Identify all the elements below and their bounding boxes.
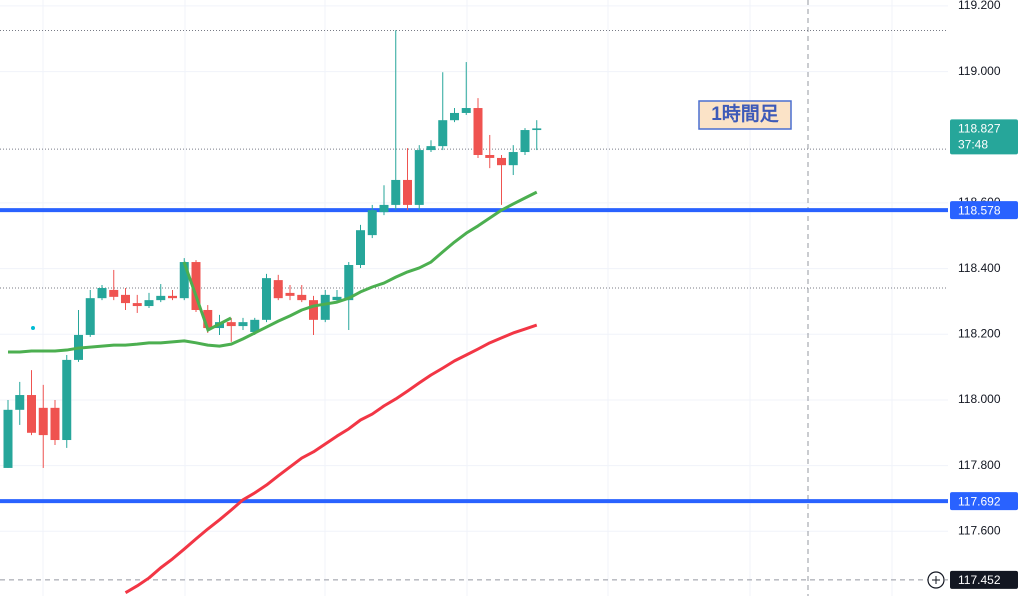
candle-body — [497, 157, 506, 166]
crosshair-price-label-box — [950, 570, 1018, 589]
candle-body — [238, 322, 248, 327]
candle-body — [391, 179, 401, 205]
candles — [3, 30, 542, 468]
candle-body — [250, 319, 260, 332]
candle-body — [332, 296, 342, 301]
y-tick-label: 118.000 — [958, 392, 1001, 406]
candle-body — [367, 210, 377, 236]
candle-body — [97, 287, 107, 299]
candle-body — [414, 150, 424, 205]
candle-body — [132, 303, 142, 307]
candle-body — [226, 322, 236, 327]
moving-average — [8, 190, 538, 354]
line-price-label: 118.578 — [958, 203, 1001, 217]
y-tick-label: 119.000 — [958, 64, 1001, 78]
marker-dot — [31, 326, 35, 330]
candle-body — [85, 298, 95, 335]
candle-body — [179, 262, 189, 299]
candle-body — [50, 407, 60, 441]
line-price-label-box — [950, 201, 1018, 220]
candle-body — [403, 179, 412, 205]
y-tick-label: 119.200 — [958, 0, 1001, 12]
candle-body — [508, 152, 518, 166]
price-labels: 118.578 117.692 118.827 37:48 117.452 — [950, 119, 1018, 589]
candle-body — [156, 295, 166, 301]
candle-body — [203, 309, 213, 329]
candle-body — [485, 154, 495, 158]
candle-body — [15, 395, 25, 410]
candle-body — [168, 295, 177, 299]
moving-averages — [8, 190, 538, 595]
line-price-label: 117.692 — [958, 494, 1001, 508]
y-axis: 119.200119.000118.600118.400118.200118.0… — [958, 0, 1001, 537]
candle-body — [344, 264, 354, 301]
crosshair-price-label: 117.452 — [958, 573, 1001, 587]
candle-body — [262, 278, 271, 320]
crosshair-icon[interactable] — [927, 571, 945, 589]
candle-body — [273, 280, 283, 299]
y-tick-label: 117.600 — [958, 523, 1001, 537]
last-price-label: 118.827 — [958, 122, 1001, 136]
candle-body — [121, 294, 130, 304]
candle-body — [320, 294, 330, 320]
candle-body — [27, 395, 36, 433]
candle-body — [62, 359, 72, 441]
candle-body — [38, 407, 48, 436]
candle-body — [438, 120, 448, 147]
candle-body — [191, 262, 201, 310]
candle-body — [144, 300, 154, 307]
candle-body — [356, 230, 365, 265]
last-price-label-box — [950, 119, 1018, 155]
candle-body — [473, 108, 483, 155]
candle-body — [109, 289, 119, 297]
grid — [0, 5, 948, 532]
candle-body — [285, 292, 295, 296]
y-tick-label: 117.800 — [958, 458, 1001, 472]
candle-body — [450, 112, 459, 121]
candle-body — [461, 108, 471, 113]
y-tick-label: 118.200 — [958, 326, 1001, 340]
candle-body — [379, 204, 389, 213]
annotation-box — [698, 100, 792, 130]
candle-body — [520, 130, 530, 153]
candle-body — [3, 409, 13, 468]
candle-body — [426, 146, 436, 151]
candle-body — [532, 128, 542, 131]
countdown: 37:48 — [958, 138, 988, 152]
candle-body — [309, 300, 318, 320]
moving-average — [124, 323, 538, 595]
trend-drawing — [182, 261, 232, 333]
annotation: 1時間足 — [711, 103, 780, 125]
y-tick-label: 118.400 — [958, 261, 1001, 275]
line-price-label-box — [950, 492, 1018, 511]
candle-body — [297, 294, 307, 301]
